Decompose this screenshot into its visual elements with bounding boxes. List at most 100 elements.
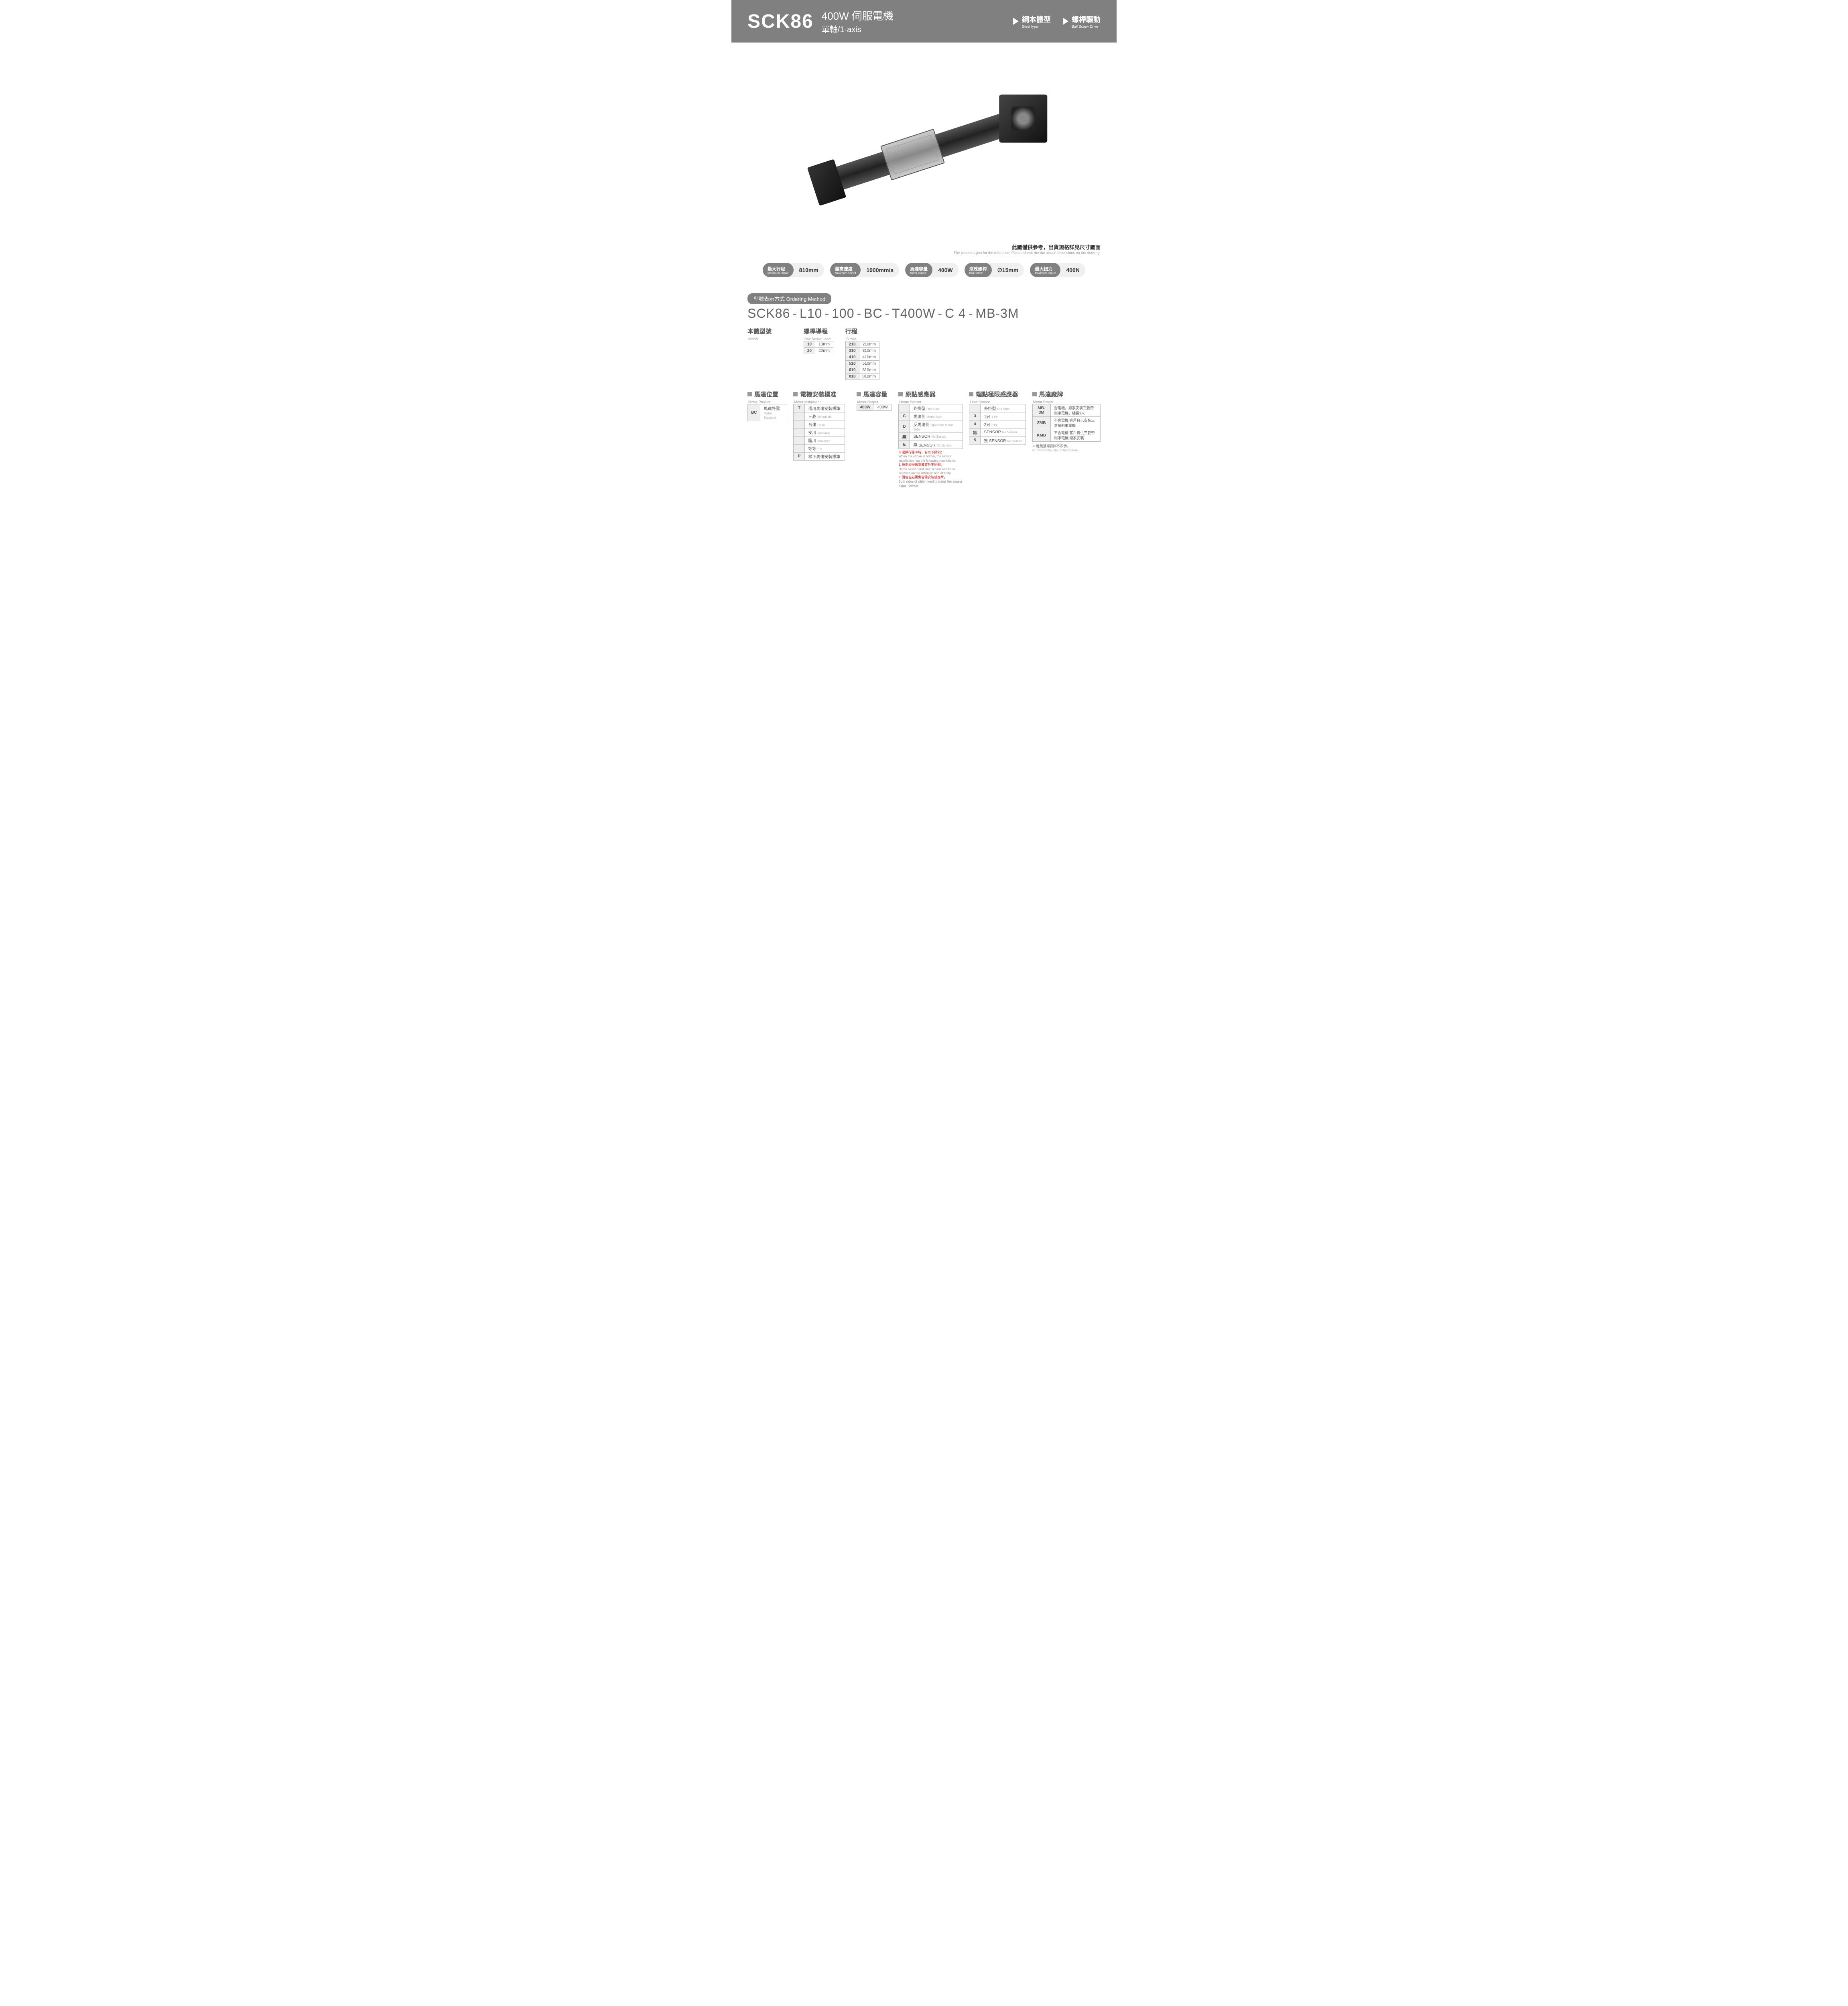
ordering-part: -	[966, 306, 976, 321]
limit-sensor-en: Limit Sensor	[970, 400, 1026, 404]
desc-motor-brand: 馬達廠牌 Motor Brand MB-3M含電機，廠家安裝三菱帶剎車電機，綫長…	[1032, 390, 1101, 452]
value-cell: 松下馬達安裝標準	[805, 453, 845, 461]
value-cell: 安川 Yaskawa	[805, 428, 845, 437]
spec-label-en: Motor Output	[910, 272, 928, 275]
image-note-en: The picture is just for the reference. P…	[747, 251, 1101, 255]
spec-value: 1000mm/s	[861, 267, 899, 273]
ordering-part: C 4	[945, 306, 966, 321]
desc-stroke-cn: 行程	[845, 327, 857, 335]
desc-row-1: 本體型號 Model 螺桿導程 Ball Screw Lead 1010mm20…	[731, 325, 1117, 388]
value-cell: 反馬達側 OppoSite Motor Side	[910, 420, 963, 433]
motor-brand-cn: 馬達廠牌	[1039, 390, 1063, 398]
value-cell: 含電機，廠家安裝三菱帶剎車電機，綫長3米	[1050, 404, 1100, 417]
value-cell: 匯川 Inovance	[805, 437, 845, 445]
table-row: ZMB不含電機,客戶自己安裝三菱帶剎車電機	[1032, 417, 1100, 429]
desc-model-en: Model	[748, 337, 792, 341]
sensor-note: 2. 滑座左右兩側皆需安裝感應片。Both sides of slider ne…	[898, 475, 963, 488]
spec-pill: 最高速度 Maximum Speed 1000mm/s	[830, 263, 899, 277]
ordering-part: BC	[864, 306, 882, 321]
value-cell: 無 SENSOR No Sensor	[981, 437, 1026, 445]
value-cell: 通用馬達安裝標準:	[805, 404, 845, 412]
code-cell: T	[794, 404, 805, 412]
motor-install-cn: 電機安裝標准	[800, 390, 836, 398]
motor-install-table: T通用馬達安裝標準: 三菱 Mitsubishi台達 Delta安川 Yaska…	[793, 404, 845, 461]
ordering-part: -	[822, 306, 832, 321]
code-cell: 4	[969, 420, 981, 428]
value-cell: 20mm	[815, 348, 833, 354]
desc-motor-install: 電機安裝標准 Motor installation T通用馬達安裝標準: 三菱 …	[793, 390, 850, 461]
code-cell	[794, 437, 805, 445]
code-cell	[794, 412, 805, 420]
spec-label-en: Maximum Stroke	[768, 272, 789, 275]
home-sensor-cn: 原點感應器	[905, 390, 935, 398]
table-row: 42只 2 Pc	[969, 420, 1026, 428]
table-row: C馬達側 Motor Side	[899, 412, 963, 420]
brand-note-cn: ※若無煞車則B不表示。	[1032, 443, 1101, 449]
table-row: 2020mm	[804, 348, 833, 354]
value-cell: 馬達外露 Motor Exposed	[760, 404, 787, 421]
desc-lead-cn: 螺桿導程	[804, 327, 828, 335]
ordering-part: -	[854, 306, 864, 321]
spec-label-cn: 滾珠螺桿	[969, 266, 987, 272]
table-row: 31只 1 Pc	[969, 412, 1026, 420]
table-row: 三菱 Mitsubishi	[794, 412, 845, 420]
tag-ballscrew-en: Ball Screw Drive	[1072, 24, 1101, 28]
table-row: MB-3M含電機，廠家安裝三菱帶剎車電機，綫長3米	[1032, 404, 1100, 417]
code-cell: MB-3M	[1032, 404, 1050, 417]
model-name: SCK86	[747, 10, 814, 32]
limit-sensor-table: 外掛型 Out Side31只 1 Pc42只 2 Pc無SENSOR No S…	[969, 404, 1026, 445]
code-cell: 510	[845, 361, 859, 367]
motor-spec: 400W 伺服電機	[822, 8, 894, 23]
limit-sensor-cn: 端點極限感應器	[976, 390, 1018, 398]
spec-pill: 最大行程 Maximum Stroke 810mm	[763, 263, 824, 277]
table-row: 安川 Yaskawa	[794, 428, 845, 437]
table-row: 外掛型 Out Side	[969, 404, 1026, 412]
header-tags: 鋼本體型 Steel type 螺桿驅動 Ball Screw Drive	[1013, 14, 1101, 28]
lead-table: 1010mm2020mm	[804, 341, 833, 354]
tag-steel-cn: 鋼本體型	[1022, 14, 1051, 24]
product-image-area	[731, 43, 1117, 235]
motor-brand-table: MB-3M含電機，廠家安裝三菱帶剎車電機，綫長3米ZMB不含電機,客戶自己安裝三…	[1032, 404, 1101, 442]
sensor-note: 1. 原點與極限需放置於不同側。Home sensor and limit se…	[898, 463, 963, 475]
motor-pos-table: BC馬達外露 Motor Exposed	[747, 404, 787, 421]
motor-install-en: Motor installation	[794, 400, 850, 404]
motor-pos-cn: 馬達位置	[754, 390, 778, 398]
motor-pos-en: Motor Position	[748, 400, 787, 404]
value-cell: SENSOR No Sensor	[910, 433, 963, 441]
table-row: 5無 SENSOR No Sensor	[969, 437, 1026, 445]
table-row: D反馬達側 OppoSite Motor Side	[899, 420, 963, 433]
value-cell: 810mm	[859, 374, 879, 380]
tag-steel-en: Steel type	[1022, 24, 1051, 28]
spec-pills: 最大行程 Maximum Stroke 810mm 最高速度 Maximum S…	[731, 259, 1117, 293]
desc-model: 本體型號 Model	[747, 327, 792, 380]
code-cell: 310	[845, 348, 859, 354]
code-cell: KMB	[1032, 429, 1050, 442]
code-cell: 10	[804, 341, 815, 348]
ordering-header: 型號表示方式 Ordering Method	[747, 293, 831, 304]
home-sensor-notes: ※選擇行程50時，有以下限制：When the stroke is 50mm, …	[898, 451, 963, 488]
home-sensor-table: 外掛型 Out SideC馬達側 Motor SideD反馬達側 OppoSit…	[898, 404, 963, 449]
spec-value: 400W	[932, 267, 959, 273]
header-banner: SCK86 400W 伺服電機 單軸/1-axis 鋼本體型 Steel typ…	[731, 0, 1117, 43]
ordering-part: MB-3M	[976, 306, 1019, 321]
table-row: 無SENSOR No Sensor	[969, 428, 1026, 437]
motor-output-cn: 馬達容量	[863, 390, 887, 398]
spec-label: 最高速度 Maximum Speed	[830, 263, 861, 277]
desc-lead-en: Ball Screw Lead	[804, 337, 833, 341]
ordering-part: -	[883, 306, 892, 321]
value-cell: 外掛型 Out Side	[910, 404, 963, 412]
code-cell: 610	[845, 367, 859, 374]
tag-ballscrew: 螺桿驅動 Ball Screw Drive	[1063, 14, 1101, 28]
image-note: 此圖僅供參考，出貨規格詳見尺寸圖面 The picture is just fo…	[747, 243, 1101, 255]
value-cell: 無 SENSOR No Sensor	[910, 441, 963, 449]
ordering-code: SCK86-L10-100-BC-T400W-C 4-MB-3M	[731, 304, 1117, 325]
value-cell: 三菱 Mitsubishi	[805, 412, 845, 420]
arrow-icon	[1063, 18, 1068, 25]
table-row: 410410mm	[845, 354, 879, 361]
table-row: 310310mm	[845, 348, 879, 354]
code-cell: 400W	[857, 404, 874, 411]
table-row: 等等 Etc	[794, 445, 845, 453]
code-cell: ZMB	[1032, 417, 1050, 429]
value-cell: 不含電機,客戶提供三菱帶剎車電機,廠家安裝	[1050, 429, 1100, 442]
arrow-icon	[1013, 18, 1019, 25]
